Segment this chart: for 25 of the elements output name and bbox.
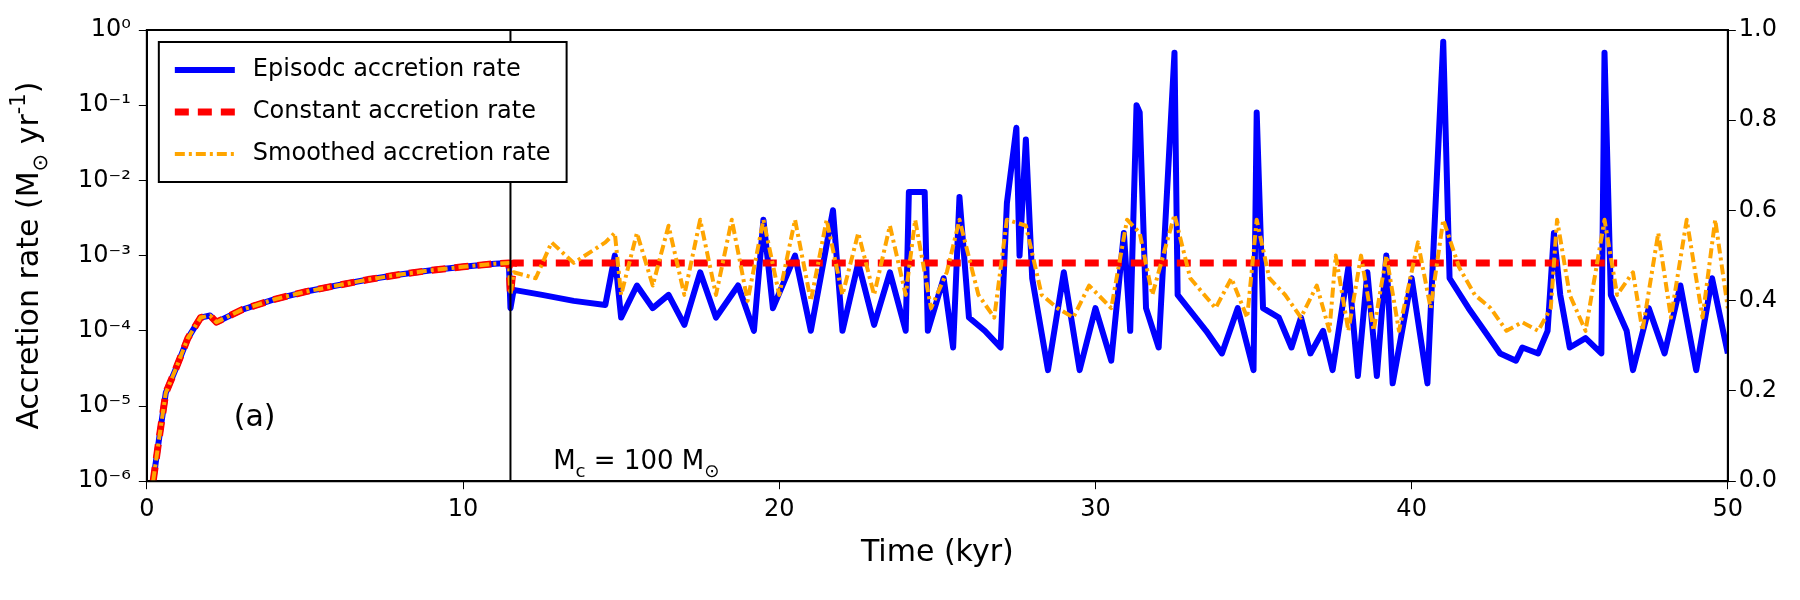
y-tick-label: 10⁻⁶ [78,465,131,494]
x-tick-label: 0 [139,493,155,522]
x-axis-title: Time (kyr) [859,533,1014,569]
y2-tick-label: 0.2 [1738,375,1777,404]
y2-tick-label: 0.4 [1738,284,1777,313]
y2-tick-label: 0.6 [1738,194,1777,223]
y-tick-label: 10⁰ [90,14,131,43]
x-tick-label: 30 [1080,493,1111,522]
y-axis-title: Accretion rate (M⊙ yr-1) [5,81,52,430]
legend-label: Smoothed accretion rate [252,138,551,167]
x-tick-label: 10 [447,493,479,522]
x-tick-label: 50 [1712,493,1744,522]
x-tick-label: 20 [763,493,795,522]
y-tick-label: 10⁻⁴ [78,315,131,344]
x-tick-label: 40 [1396,493,1427,522]
y2-tick-label: 1.0 [1738,14,1777,43]
annotation: (a) [233,398,276,434]
y-tick-label: 10⁻⁵ [78,390,131,419]
y2-tick-label: 0.8 [1738,104,1777,133]
y-tick-label: 10⁻³ [78,239,131,268]
legend-label: Episodc accretion rate [252,54,521,83]
y-tick-label: 10⁻² [78,164,131,193]
y2-tick-label: 0.0 [1738,465,1777,494]
y-tick-label: 10⁻¹ [78,89,131,118]
legend-label: Constant accretion rate [252,96,536,125]
